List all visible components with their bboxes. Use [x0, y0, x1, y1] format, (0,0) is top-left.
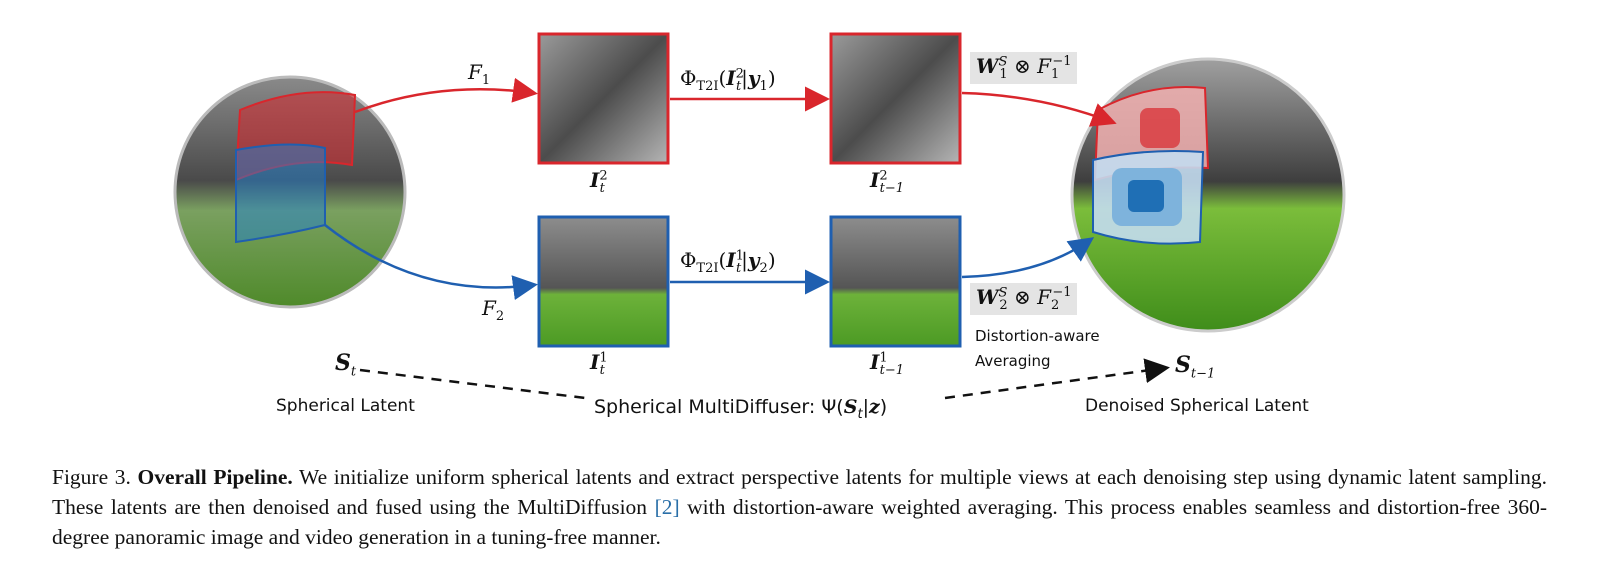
st-symbol: St [335, 350, 357, 380]
arrow-finv1 [961, 91, 1117, 127]
averaging-label-2: Averaging [975, 352, 1051, 370]
bottom-input-view [537, 215, 670, 348]
red-weight-core [1140, 108, 1180, 148]
blue-view-patch [235, 143, 326, 244]
bottom-output-label: I1t−1 [870, 350, 905, 378]
averaging-label-1: Distortion-aware [975, 327, 1100, 345]
dashed-arrow-right [944, 358, 1170, 400]
dashed-arrow-left [359, 368, 586, 400]
bottom-input-label: I1t [590, 350, 608, 378]
top-output-label: I2t−1 [870, 168, 905, 196]
top-output-view [829, 32, 962, 165]
st-1-symbol: St−1 [1175, 352, 1216, 382]
arrow-finv2 [961, 237, 1095, 279]
t2i-top-label: ΦT2I(I2t|y1) [680, 66, 776, 94]
caption-title: Overall Pipeline. [137, 465, 293, 489]
figure-caption: Figure 3. Overall Pipeline. We initializ… [52, 462, 1547, 552]
top-input-label: I2t [590, 168, 608, 196]
caption-text-end: with distortion-aware weighted averaging… [52, 495, 1547, 549]
spherical-latent-label: Spherical Latent [276, 396, 415, 416]
citation-link[interactable]: [2] [654, 495, 680, 519]
f1-label: F1 [468, 60, 491, 88]
pipeline-diagram [173, 32, 1346, 400]
t2i-bottom-label: ΦT2I(I1t|y2) [680, 248, 776, 276]
arrow-f1 [354, 77, 538, 114]
top-input-view [537, 32, 670, 165]
weight-bottom-label: WS2 ⊗ F2−1 [970, 283, 1078, 315]
denoised-latent-label: Denoised Spherical Latent [1085, 396, 1309, 416]
multidiffuser-label: Spherical MultiDiffuser: Ψ(St|z) [594, 396, 888, 422]
arrow-f2 [324, 224, 538, 301]
blue-weight-core [1128, 180, 1164, 212]
bottom-output-view [829, 215, 962, 348]
weight-top-label: WS1 ⊗ F1−1 [970, 52, 1078, 84]
caption-text: We initialize uniform spherical latents … [52, 465, 1547, 519]
f2-label: F2 [482, 296, 505, 324]
caption-prefix: Figure 3. [52, 465, 131, 489]
